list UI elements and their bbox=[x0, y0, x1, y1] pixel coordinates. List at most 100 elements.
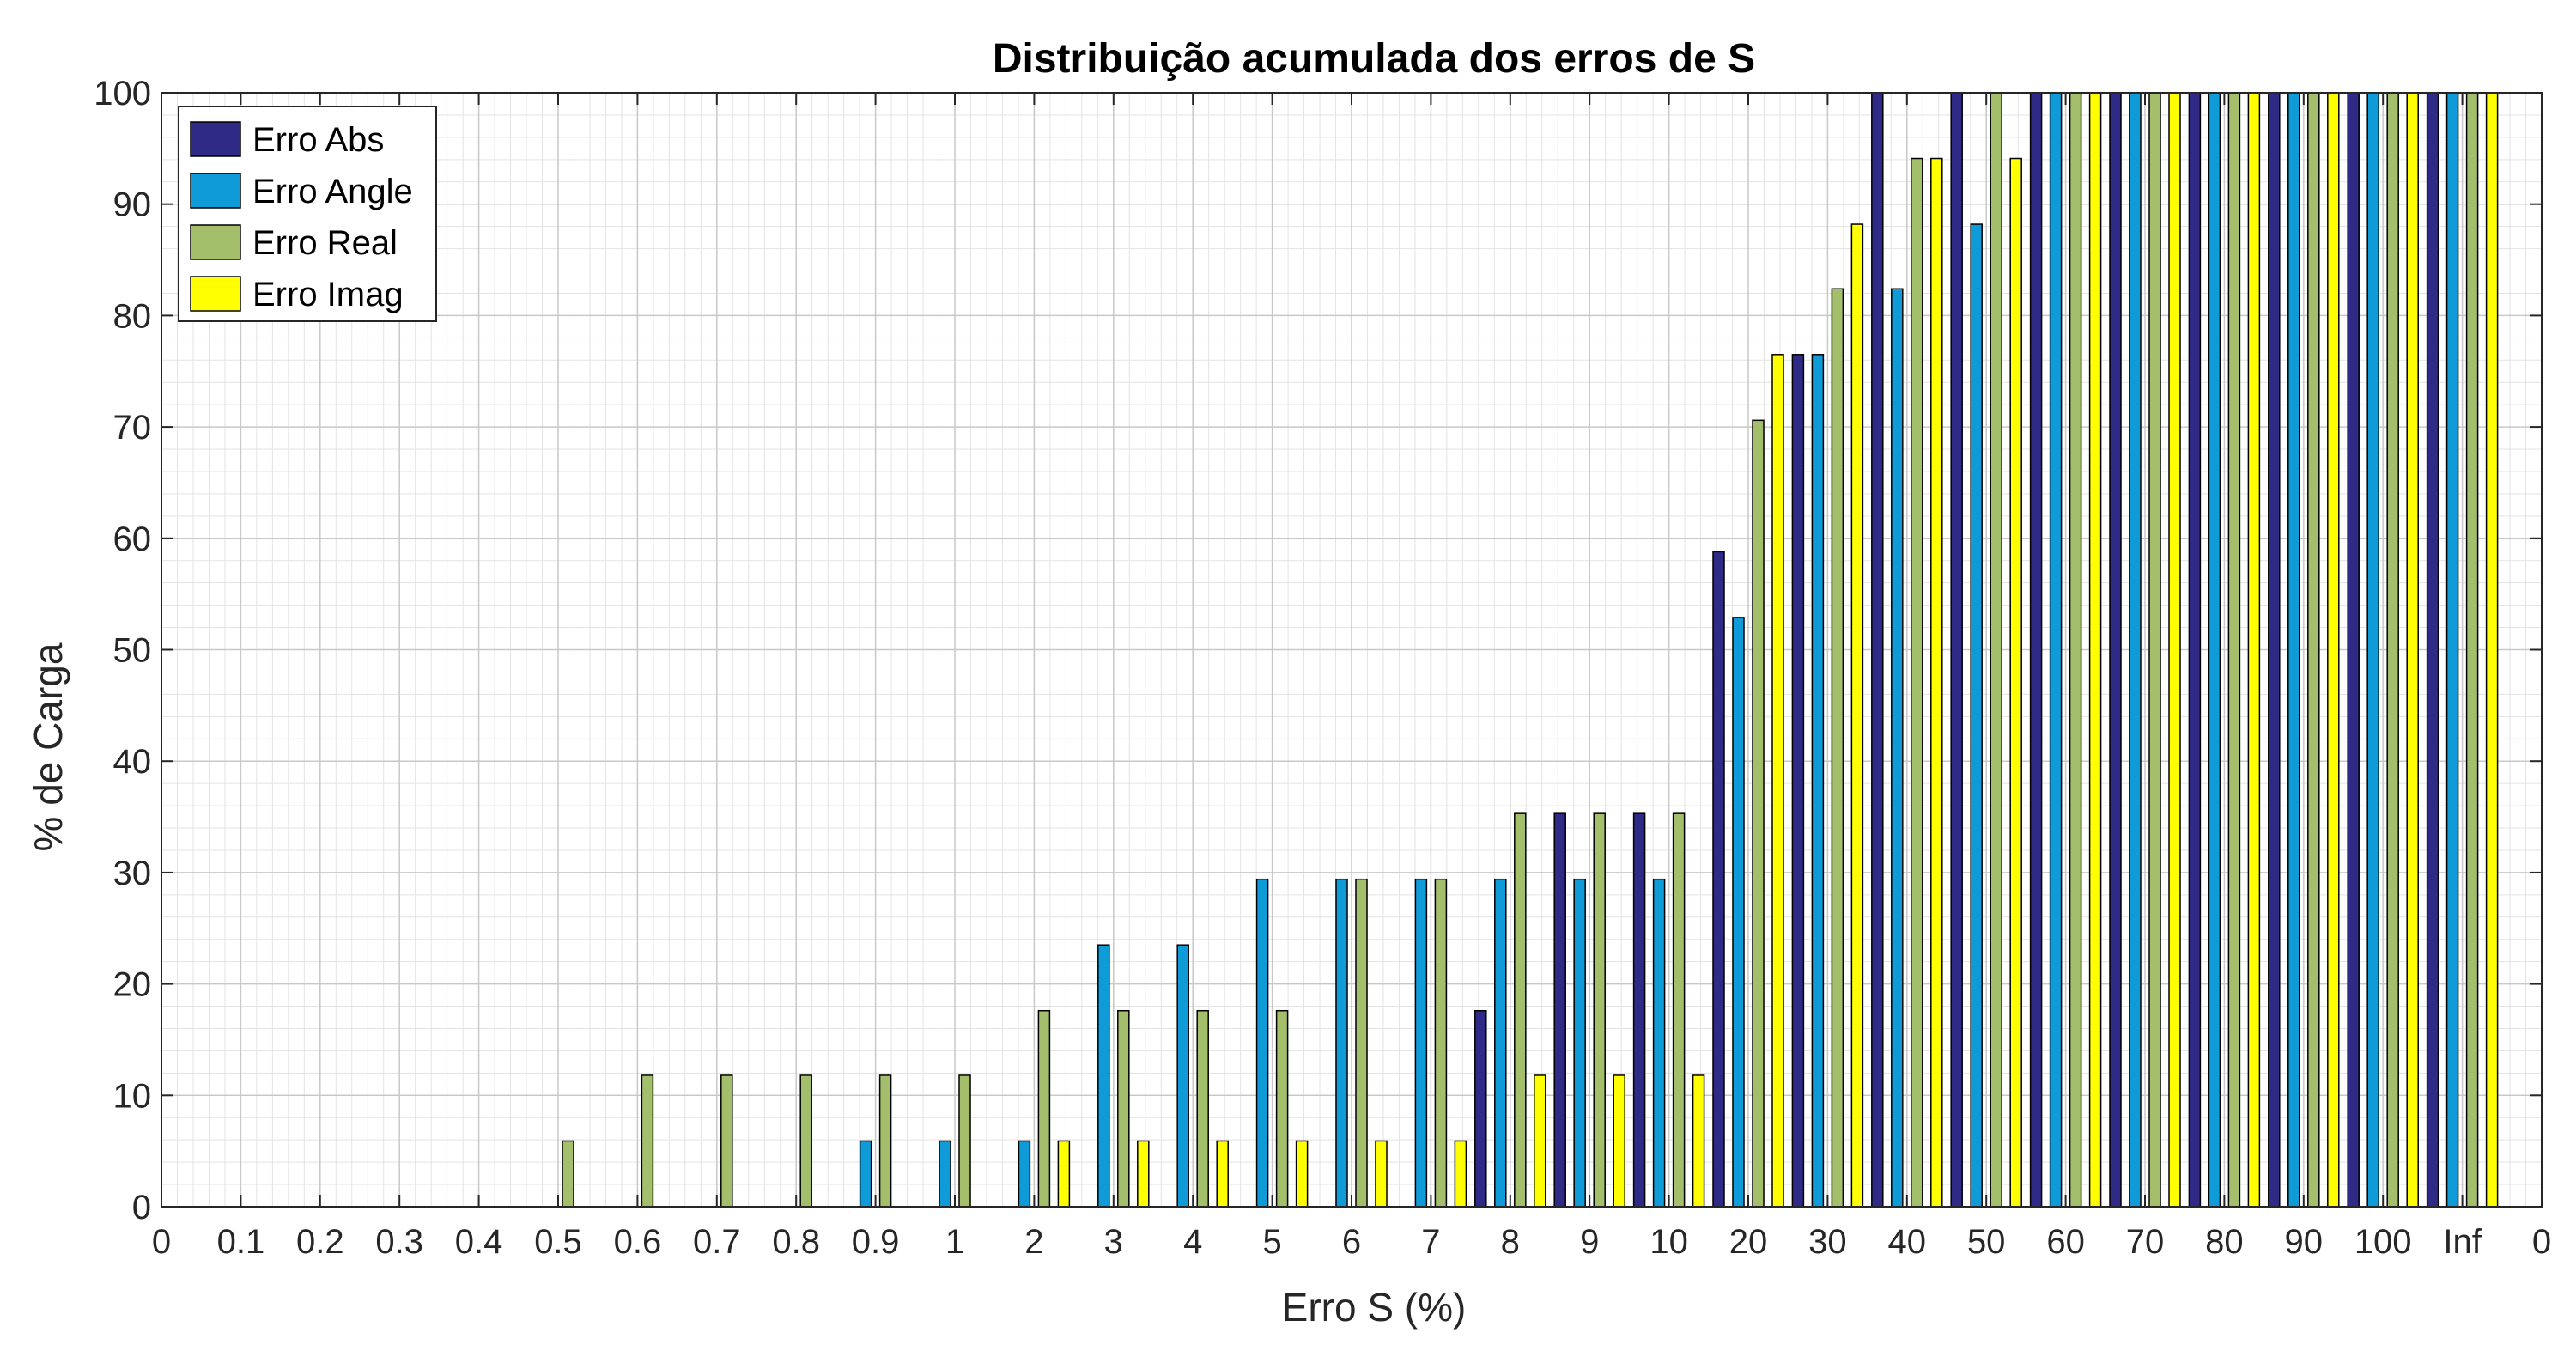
bar bbox=[2148, 92, 2161, 1208]
bar bbox=[2049, 92, 2063, 1208]
bar bbox=[2188, 92, 2202, 1208]
bar bbox=[939, 1140, 951, 1208]
bar bbox=[1891, 288, 1904, 1208]
bar bbox=[1593, 812, 1606, 1208]
bar bbox=[1255, 878, 1269, 1208]
bar bbox=[1295, 1140, 1309, 1208]
x-tick-label: 30 bbox=[1808, 1223, 1847, 1261]
x-tick-label: 40 bbox=[1888, 1223, 1927, 1261]
bar bbox=[2247, 92, 2261, 1208]
x-tick-label: 6 bbox=[1342, 1223, 1361, 1261]
x-tick-label: 0 bbox=[152, 1223, 171, 1261]
legend-swatch bbox=[190, 224, 241, 260]
x-tick-label: 0.4 bbox=[455, 1223, 503, 1261]
bar bbox=[1355, 878, 1368, 1208]
bar bbox=[1335, 878, 1348, 1208]
x-tick-label: 100 bbox=[2354, 1223, 2412, 1261]
bar bbox=[958, 1074, 971, 1208]
bar bbox=[2227, 92, 2241, 1208]
bar bbox=[799, 1074, 812, 1208]
bar bbox=[562, 1140, 574, 1208]
x-tick-label: 5 bbox=[1262, 1223, 1281, 1261]
bar bbox=[2069, 92, 2082, 1208]
bar bbox=[1613, 1074, 1625, 1208]
x-tick-label: 80 bbox=[2205, 1223, 2244, 1261]
x-tick-label: 0.1 bbox=[217, 1223, 265, 1261]
y-tick-label: 40 bbox=[113, 743, 152, 781]
y-tick-label: 10 bbox=[113, 1077, 152, 1115]
bar bbox=[1791, 354, 1805, 1208]
bar bbox=[1494, 878, 1507, 1208]
bar bbox=[2327, 92, 2340, 1208]
bar bbox=[2009, 157, 2022, 1208]
bar bbox=[1474, 1009, 1487, 1208]
bar bbox=[1375, 1140, 1388, 1208]
bar bbox=[1414, 878, 1428, 1208]
legend: Erro Abs Erro Angle Erro Real Erro Imag bbox=[178, 106, 437, 322]
bar bbox=[1752, 419, 1765, 1208]
y-axis-label: % de Carga bbox=[26, 642, 70, 851]
y-tick-label: 90 bbox=[113, 186, 152, 224]
y-tick-label: 100 bbox=[94, 75, 151, 113]
bar bbox=[2445, 92, 2459, 1208]
x-tick-label: 0.5 bbox=[534, 1223, 582, 1261]
y-tick-label: 20 bbox=[113, 966, 152, 1004]
y-tick-label: 80 bbox=[113, 297, 152, 335]
bar bbox=[1137, 1140, 1150, 1208]
bar bbox=[2129, 92, 2142, 1208]
bar bbox=[2287, 92, 2300, 1208]
legend-label: Erro Real bbox=[252, 224, 398, 262]
x-tick-label: 0.9 bbox=[852, 1223, 900, 1261]
bar bbox=[2465, 92, 2479, 1208]
bar bbox=[878, 1074, 892, 1208]
bar bbox=[1632, 812, 1646, 1208]
bar bbox=[1771, 354, 1784, 1208]
bar bbox=[2029, 92, 2043, 1208]
bar bbox=[2208, 92, 2221, 1208]
bar bbox=[1950, 92, 1963, 1208]
legend-label: Erro Imag bbox=[252, 276, 404, 313]
x-axis-label: Erro S (%) bbox=[1282, 1285, 1467, 1330]
y-tick-label: 0 bbox=[132, 1189, 151, 1226]
legend-swatch bbox=[190, 276, 241, 312]
bar bbox=[2485, 92, 2499, 1208]
x-tick-label: 0.3 bbox=[375, 1223, 423, 1261]
bar bbox=[1275, 1009, 1289, 1208]
bar bbox=[859, 1140, 872, 1208]
bar bbox=[1117, 1009, 1130, 1208]
x-tick-label: 70 bbox=[2126, 1223, 2165, 1261]
bar bbox=[2386, 92, 2399, 1208]
bar bbox=[2366, 92, 2379, 1208]
x-tick-label: 60 bbox=[2046, 1223, 2085, 1261]
bar bbox=[1831, 288, 1844, 1208]
x-tick-label: 2 bbox=[1024, 1223, 1043, 1261]
bar bbox=[1196, 1009, 1209, 1208]
legend-swatch bbox=[190, 121, 241, 157]
bar bbox=[1534, 1074, 1546, 1208]
bar bbox=[1712, 551, 1725, 1208]
bar bbox=[1454, 1140, 1467, 1208]
bar bbox=[1811, 354, 1825, 1208]
bar bbox=[1930, 157, 1943, 1208]
bar bbox=[2347, 92, 2360, 1208]
bar bbox=[1732, 617, 1745, 1208]
bar bbox=[1573, 878, 1586, 1208]
bar bbox=[1970, 223, 1983, 1208]
legend-label: Erro Abs bbox=[252, 121, 384, 159]
bar bbox=[1692, 1074, 1705, 1208]
bar bbox=[1652, 878, 1666, 1208]
y-tick-label: 60 bbox=[113, 520, 152, 558]
x-tick-label: 4 bbox=[1183, 1223, 1202, 1261]
bar bbox=[1871, 92, 1884, 1208]
bar bbox=[1097, 944, 1110, 1208]
y-tick-label: 30 bbox=[113, 855, 152, 892]
bar bbox=[641, 1074, 654, 1208]
legend-swatch bbox=[190, 173, 241, 209]
bar bbox=[1176, 944, 1189, 1208]
bar bbox=[1672, 812, 1686, 1208]
bar bbox=[1911, 157, 1923, 1208]
x-tick-label: 3 bbox=[1104, 1223, 1123, 1261]
x-tick-label: 0.6 bbox=[614, 1223, 662, 1261]
bar bbox=[720, 1074, 733, 1208]
